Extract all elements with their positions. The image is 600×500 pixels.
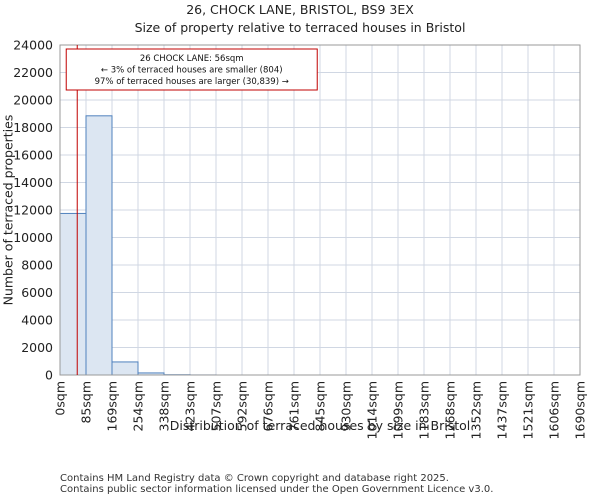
x-tick-label: 507sqm — [209, 381, 224, 431]
x-tick-label: 761sqm — [287, 381, 302, 431]
annotation-box — [65, 48, 318, 91]
x-tick-label: 254sqm — [131, 381, 146, 431]
annotation-line: 26 CHOCK LANE: 56sqm — [140, 54, 244, 64]
plot-frame — [59, 44, 581, 376]
annotation-line: ← 3% of terraced houses are smaller (804… — [101, 66, 283, 76]
y-tick-label: 16000 — [13, 148, 53, 163]
y-tick-label: 2000 — [21, 340, 53, 355]
x-tick-labels: 0sqm 85sqm 169sqm 254sqm 338sqm 423sqm 507sqm 5… — [53, 381, 588, 439]
footer-line-1: Contains HM Land Registry data © Crown c… — [60, 473, 449, 484]
y-tick-label: 6000 — [21, 285, 53, 300]
x-tick-label: 676sqm — [261, 381, 276, 431]
y-tick-label: 0 — [45, 368, 53, 383]
y-tick-label: 10000 — [13, 230, 53, 245]
x-tick-label: 1690sqm — [573, 381, 588, 439]
y-tick-label: 12000 — [13, 203, 53, 218]
footer-line-2: Contains public sector information licen… — [60, 484, 494, 495]
y-tick-label: 18000 — [13, 120, 53, 135]
y-tick-label: 4000 — [21, 313, 53, 328]
y-tick-labels: 0 2000 4000 6000 8000 10000 12000 14000 16000 180… — [13, 38, 53, 383]
y-tick-label: 8000 — [21, 258, 53, 273]
axes — [59, 44, 581, 376]
chart-title: 26, CHOCK LANE, BRISTOL, BS9 3EX — [186, 2, 414, 17]
x-tick-label: 169sqm — [105, 381, 120, 431]
y-tick-label: 24000 — [13, 38, 53, 53]
x-tick-label: 1352sqm — [469, 381, 484, 439]
x-tick-label: 423sqm — [183, 381, 198, 431]
y-tick-label: 20000 — [13, 93, 53, 108]
x-tick-label: 338sqm — [157, 381, 172, 431]
bar-85sqm — [85, 115, 113, 376]
bar-0sqm — [59, 212, 87, 376]
annotation-line: 97% of terraced houses are larger (30,83… — [95, 77, 289, 87]
x-tick-label: 930sqm — [339, 381, 354, 431]
x-tick-label: 0sqm — [53, 381, 68, 416]
y-tick-label: 22000 — [13, 65, 53, 80]
x-tick-label: 1521sqm — [521, 381, 536, 439]
x-tick-label: 1606sqm — [547, 381, 562, 439]
x-tick-label: 85sqm — [79, 381, 94, 424]
x-tick-label: 592sqm — [235, 381, 250, 431]
y-tick-label: 14000 — [13, 175, 53, 190]
bars — [59, 115, 217, 376]
bar-169sqm — [111, 361, 139, 376]
chart-subtitle: Size of property relative to terraced ho… — [134, 20, 466, 35]
x-axis-label: Distribution of terraced houses by size … — [169, 418, 471, 433]
grid-lines — [59, 44, 581, 376]
x-tick-label: 1014sqm — [365, 381, 380, 439]
x-tick-label: 1183sqm — [417, 381, 432, 439]
property-marker: 26 CHOCK LANE: 56sqm ← 3% of terraced hou… — [65, 45, 318, 375]
x-tick-label: 845sqm — [313, 381, 328, 431]
x-tick-label: 1099sqm — [391, 381, 406, 439]
x-tick-label: 1268sqm — [443, 381, 458, 439]
x-tick-label: 1437sqm — [495, 381, 510, 439]
